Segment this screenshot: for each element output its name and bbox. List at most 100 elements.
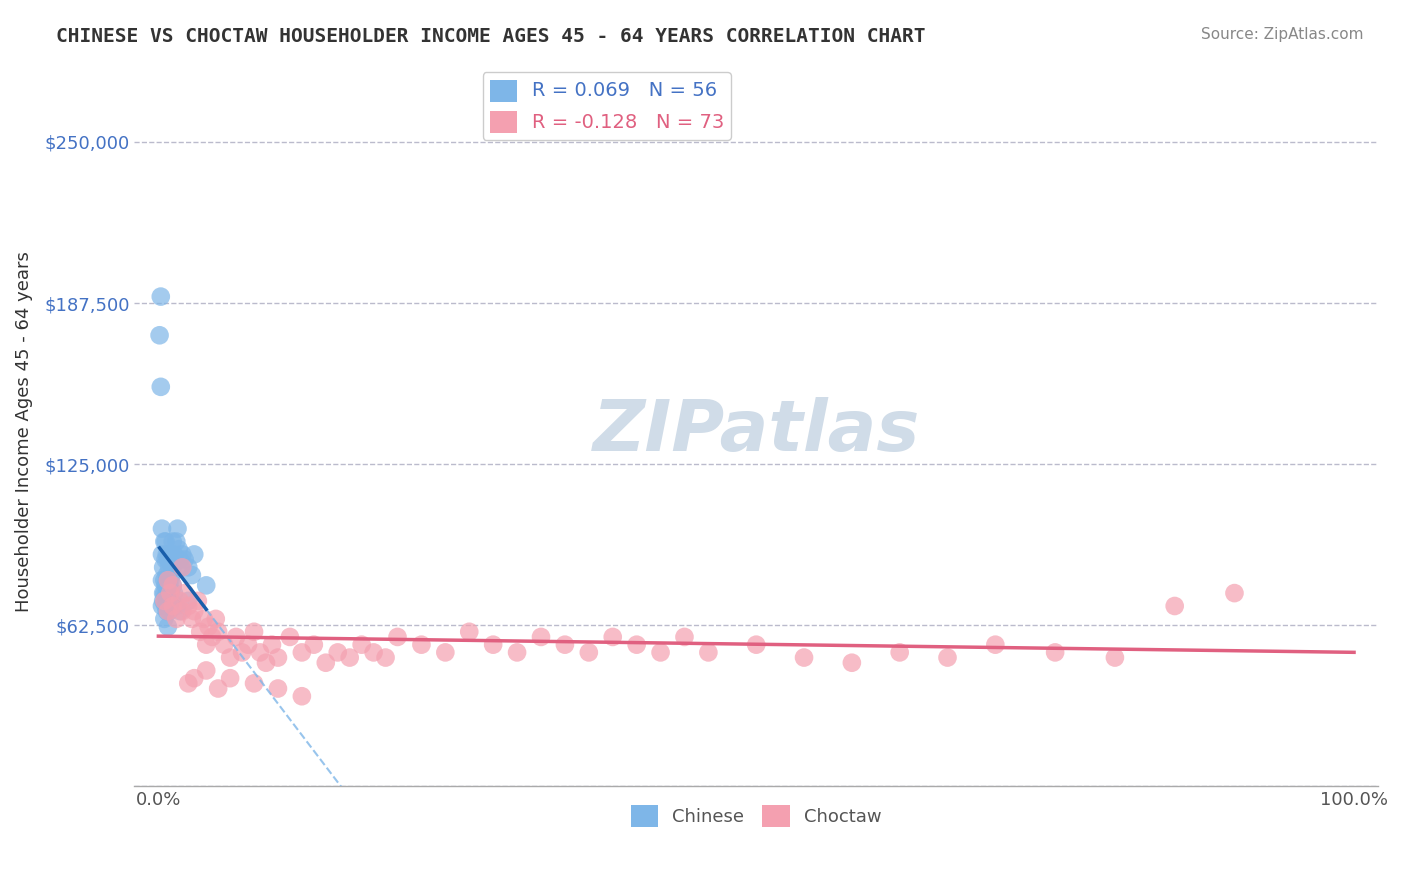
- Point: [482, 638, 505, 652]
- Point: [339, 650, 361, 665]
- Point: [1104, 650, 1126, 665]
- Point: [180, 612, 202, 626]
- Point: [291, 645, 314, 659]
- Point: [212, 638, 235, 652]
- Point: [172, 560, 194, 574]
- Point: [530, 630, 553, 644]
- Point: [177, 594, 200, 608]
- Point: [149, 380, 172, 394]
- Point: [169, 594, 191, 608]
- Point: [936, 650, 959, 665]
- Point: [155, 599, 177, 613]
- Point: [150, 599, 173, 613]
- Point: [207, 681, 229, 696]
- Point: [160, 568, 183, 582]
- Point: [793, 650, 815, 665]
- Point: [236, 638, 259, 652]
- Point: [166, 522, 188, 536]
- Point: [183, 671, 205, 685]
- Point: [155, 534, 177, 549]
- Point: [626, 638, 648, 652]
- Point: [159, 548, 181, 562]
- Point: [157, 560, 180, 574]
- Point: [172, 604, 194, 618]
- Point: [156, 594, 179, 608]
- Point: [267, 681, 290, 696]
- Point: [225, 630, 247, 644]
- Point: [156, 604, 179, 618]
- Point: [350, 638, 373, 652]
- Point: [673, 630, 696, 644]
- Point: [315, 656, 337, 670]
- Point: [162, 560, 184, 574]
- Point: [159, 586, 181, 600]
- Point: [434, 645, 457, 659]
- Point: [163, 586, 186, 600]
- Point: [180, 568, 202, 582]
- Point: [152, 586, 174, 600]
- Point: [162, 578, 184, 592]
- Point: [254, 656, 277, 670]
- Point: [162, 578, 184, 592]
- Point: [160, 594, 183, 608]
- Point: [302, 638, 325, 652]
- Point: [157, 604, 180, 618]
- Point: [153, 594, 176, 608]
- Point: [150, 522, 173, 536]
- Point: [1223, 586, 1246, 600]
- Point: [155, 578, 177, 592]
- Point: [162, 534, 184, 549]
- Point: [506, 645, 529, 659]
- Point: [149, 290, 172, 304]
- Point: [249, 645, 271, 659]
- Y-axis label: Householder Income Ages 45 - 64 years: Householder Income Ages 45 - 64 years: [15, 252, 32, 613]
- Point: [291, 690, 314, 704]
- Point: [169, 552, 191, 566]
- Point: [889, 645, 911, 659]
- Point: [156, 552, 179, 566]
- Point: [187, 594, 209, 608]
- Point: [163, 548, 186, 562]
- Point: [841, 656, 863, 670]
- Point: [165, 552, 187, 566]
- Point: [260, 638, 283, 652]
- Point: [201, 630, 224, 644]
- Point: [167, 542, 190, 557]
- Point: [155, 552, 177, 566]
- Point: [697, 645, 720, 659]
- Point: [326, 645, 349, 659]
- Point: [197, 619, 219, 633]
- Point: [188, 624, 211, 639]
- Point: [149, 328, 172, 343]
- Point: [745, 638, 768, 652]
- Point: [170, 560, 193, 574]
- Point: [152, 594, 174, 608]
- Point: [231, 645, 253, 659]
- Point: [278, 630, 301, 644]
- Point: [153, 612, 176, 626]
- Point: [602, 630, 624, 644]
- Point: [177, 560, 200, 574]
- Point: [387, 630, 409, 644]
- Point: [153, 573, 176, 587]
- Text: ZIPatlas: ZIPatlas: [592, 398, 920, 467]
- Point: [243, 624, 266, 639]
- Point: [173, 552, 195, 566]
- Point: [578, 645, 600, 659]
- Point: [157, 578, 180, 592]
- Point: [177, 676, 200, 690]
- Point: [363, 645, 385, 659]
- Legend: Chinese, Choctaw: Chinese, Choctaw: [624, 797, 889, 834]
- Point: [156, 586, 179, 600]
- Point: [152, 560, 174, 574]
- Point: [150, 548, 173, 562]
- Point: [159, 586, 181, 600]
- Point: [177, 599, 200, 613]
- Point: [156, 568, 179, 582]
- Point: [162, 599, 184, 613]
- Point: [153, 586, 176, 600]
- Point: [172, 548, 194, 562]
- Point: [195, 638, 218, 652]
- Point: [165, 599, 187, 613]
- Point: [1163, 599, 1185, 613]
